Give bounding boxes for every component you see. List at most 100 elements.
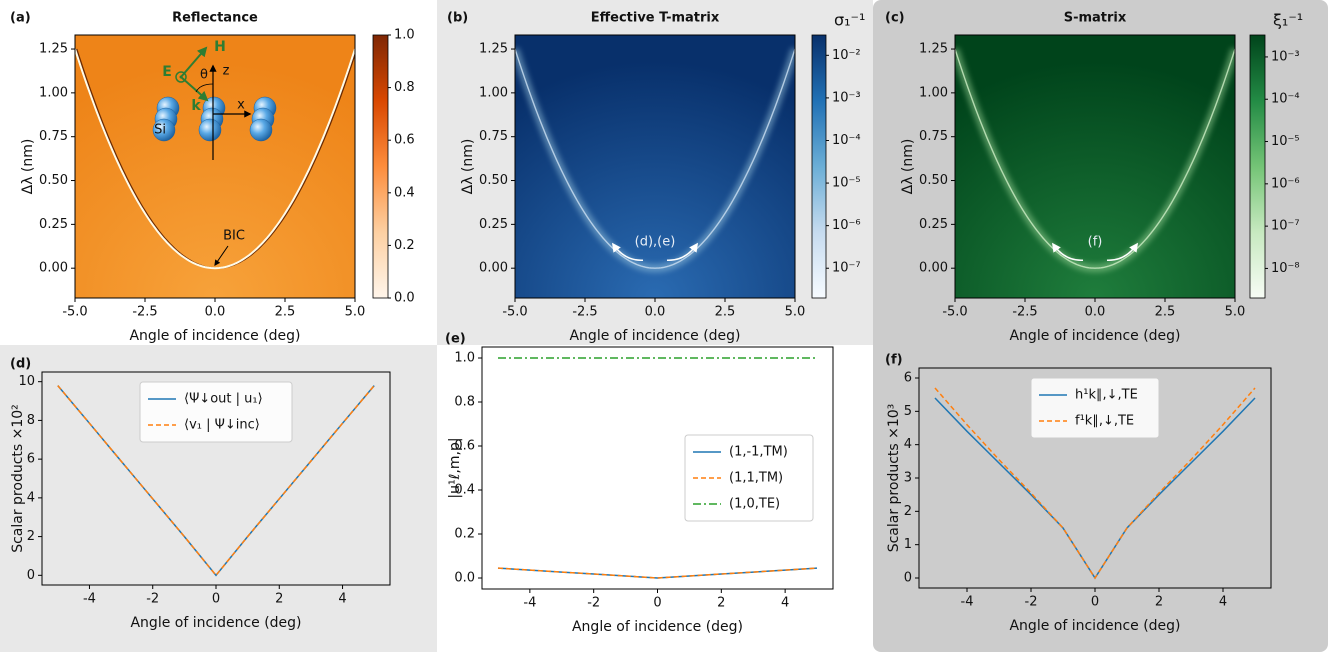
x-tick-label: -2 (146, 592, 159, 607)
x-tick-label: 2 (1155, 595, 1163, 610)
y-axis-label: Scalar products ×10² (10, 404, 26, 553)
y-tick-label: 0 (904, 571, 912, 586)
colorbar-tick-label: 0.4 (394, 185, 415, 200)
colorbar (1249, 34, 1266, 299)
e-field-dot (179, 75, 183, 79)
colorbar-tick-label: 10⁻⁶ (1271, 176, 1300, 191)
x-tick-label: -2.5 (132, 305, 157, 320)
x-axis-label: Angle of incidence (deg) (129, 328, 300, 344)
annotation: (f) (1088, 235, 1103, 250)
colorbar-tick-label: 10⁻⁴ (1271, 92, 1300, 107)
x-tick-label: 4 (1219, 595, 1227, 610)
y-tick-label: 0.8 (454, 395, 475, 410)
y-tick-label: 1.00 (919, 85, 948, 100)
y-tick-label: 4 (27, 490, 35, 505)
x-tick-label: 0 (1091, 595, 1099, 610)
y-tick-label: 0.50 (919, 173, 948, 188)
x-tick-label: 0 (212, 592, 220, 607)
y-tick-label: 0 (27, 568, 35, 583)
x-tick-label: -5.0 (502, 305, 527, 320)
y-tick-label: 1.25 (479, 42, 508, 57)
y-tick-label: 1.25 (39, 42, 68, 57)
y-tick-label: 0.75 (919, 129, 948, 144)
y-tick-label: 0.75 (479, 129, 508, 144)
colorbar-label: ξ₁⁻¹ (1273, 11, 1303, 30)
x-tick-label: 5.0 (785, 305, 806, 320)
legend (1030, 377, 1160, 439)
x-tick-label: 4 (781, 596, 789, 611)
x-tick-label: -2.5 (572, 305, 597, 320)
arrow (1106, 242, 1139, 261)
inset-label: z (223, 64, 230, 79)
y-tick-label: 1.0 (454, 351, 475, 366)
x-tick-label: 2.5 (1155, 305, 1176, 320)
heatmap (955, 35, 1235, 298)
annotation-arrow (214, 245, 229, 266)
x-axis-label: Angle of incidence (deg) (1009, 328, 1180, 344)
panel-label: (c) (885, 11, 905, 26)
colorbar-tick-label: 10⁻³ (1271, 49, 1300, 64)
y-tick-label: 0.00 (479, 261, 508, 276)
y-tick-label: 1.00 (479, 85, 508, 100)
inset-label: k (191, 98, 201, 114)
resonance (75, 48, 355, 270)
legend-label: (1,-1,TM) (729, 445, 788, 460)
y-tick-label: 0.00 (919, 261, 948, 276)
x-tick-label: 2 (275, 592, 283, 607)
colorbar-tick-label: 10⁻⁸ (1271, 261, 1300, 276)
y-tick-label: 0.0 (454, 571, 475, 586)
angle-arc (195, 83, 214, 93)
annotation: (d),(e) (635, 235, 676, 250)
colorbar-tick-label: 1.0 (394, 28, 415, 43)
inset-label: Si (154, 123, 166, 138)
chart-title: Reflectance (172, 11, 258, 26)
legend (684, 434, 814, 522)
x-tick-label: 4 (338, 592, 346, 607)
x-tick-label: 0.0 (645, 305, 666, 320)
inset-label: H (214, 39, 226, 55)
x-axis-label: Angle of incidence (deg) (1009, 618, 1180, 634)
inset-label: E (162, 64, 172, 80)
y-tick-label: 2 (904, 504, 912, 519)
colorbar (372, 34, 389, 299)
heatmap (515, 35, 795, 298)
legend-label: h¹k∥,↓,TE (1075, 388, 1138, 403)
colorbar-tick-label: 0.0 (394, 291, 415, 306)
legend (139, 381, 293, 443)
panel-label: (f) (885, 353, 903, 368)
charts: (a) Reflectance 0.0 0.2 0.4 0.6 0.8 1.0 -5.0 -2.5… (10, 11, 1303, 636)
y-tick-label: 0.50 (479, 173, 508, 188)
legend-label: (1,1,TM) (729, 471, 783, 486)
y-axis-label: |u¹ℓ,m,p| (447, 437, 463, 498)
colorbar-tick-label: 10⁻⁴ (832, 133, 861, 148)
panel-label: (e) (445, 332, 466, 347)
y-tick-label: 0.00 (39, 261, 68, 276)
series-line (57, 385, 375, 577)
legend-label: (1,0,TE) (729, 497, 780, 512)
y-tick-label: 2 (27, 529, 35, 544)
colorbar-tick-label: 0.2 (394, 238, 415, 253)
y-tick-label: 0.75 (39, 129, 68, 144)
x-tick-label: 2 (717, 596, 725, 611)
inset-label: θ (200, 68, 208, 83)
y-tick-label: 0.25 (479, 217, 508, 232)
series-line (497, 567, 818, 579)
x-tick-label: 0 (653, 596, 661, 611)
resonance (515, 48, 795, 269)
colorbar-tick-label: 10⁻⁷ (832, 261, 861, 276)
colorbar-tick-label: 10⁻⁷ (1271, 219, 1300, 234)
y-axis-label: Δλ (nm) (20, 139, 36, 195)
y-tick-label: 0.4 (454, 483, 475, 498)
x-axis-label: Angle of incidence (deg) (572, 619, 743, 635)
colorbar-tick-label: 10⁻² (832, 48, 861, 63)
y-tick-label: 6 (27, 452, 35, 467)
x-axis-label: Angle of incidence (deg) (569, 328, 740, 344)
y-tick-label: 10 (18, 374, 35, 389)
x-tick-label: -4 (523, 596, 536, 611)
x-tick-label: -4 (961, 595, 974, 610)
x-tick-label: -5.0 (942, 305, 967, 320)
legend-label: ⟨v₁ | Ψ↓inc⟩ (184, 418, 260, 433)
colorbar (811, 34, 827, 299)
panel-label: (a) (10, 11, 31, 26)
